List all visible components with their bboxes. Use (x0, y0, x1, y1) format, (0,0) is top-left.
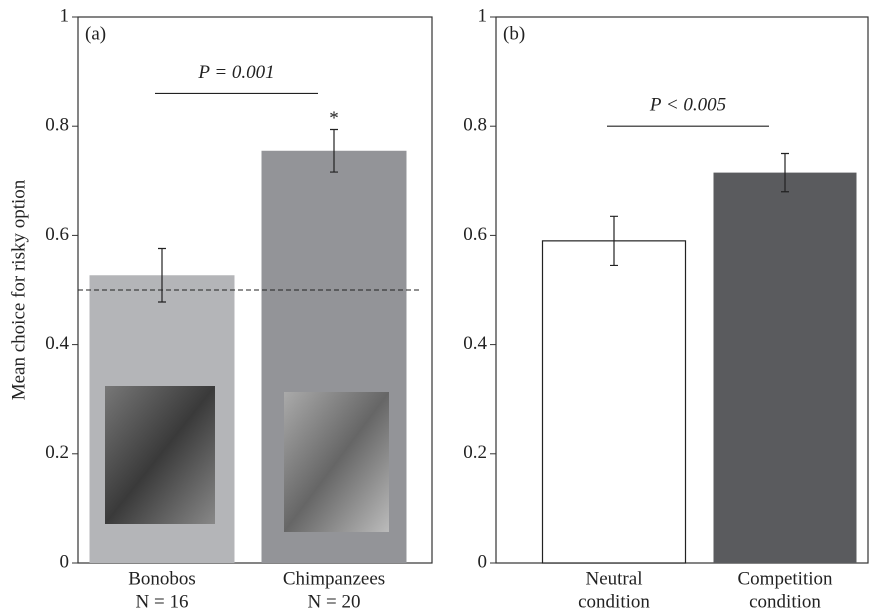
bar (541, 240, 687, 564)
y-tick-label: 0.4 (45, 333, 69, 354)
y-tick-label: 0 (478, 551, 488, 572)
significance-label: P = 0.001 (197, 62, 274, 83)
y-tick-label: 1 (478, 5, 488, 26)
y-tick-label: 0.6 (45, 224, 69, 245)
y-tick-label: 0.4 (463, 333, 487, 354)
x-tick-label: Neutral (586, 568, 643, 589)
x-tick-label: Chimpanzees (283, 568, 385, 589)
x-tick-label: Bonobos (128, 568, 196, 589)
significance-label: P < 0.005 (649, 95, 726, 116)
error-bar (330, 128, 338, 173)
significance-marker: * (329, 108, 339, 129)
error-bar (610, 215, 618, 267)
photo-bonobo (105, 386, 215, 524)
y-tick-label: 0 (60, 551, 70, 572)
x-tick-sublabel: condition (749, 591, 821, 612)
panel-label: (b) (503, 23, 525, 44)
y-tick-label: 1 (60, 5, 70, 26)
y-tick-label: 0.8 (45, 115, 69, 136)
x-tick-label: Competition (738, 568, 834, 589)
x-tick-sublabel: N = 20 (308, 591, 361, 612)
panel-label: (a) (85, 23, 106, 44)
error-bar (158, 247, 166, 303)
error-bar (781, 152, 789, 193)
y-axis-label: Mean choice for risky option (8, 179, 29, 400)
y-tick-label: 0.2 (463, 442, 487, 463)
x-tick-sublabel: condition (578, 591, 650, 612)
bar (713, 172, 857, 564)
y-tick-label: 0.2 (45, 442, 69, 463)
photo-chimpanzee (284, 392, 389, 532)
y-tick-label: 0.8 (463, 115, 487, 136)
x-tick-sublabel: N = 16 (136, 591, 189, 612)
y-tick-label: 0.6 (463, 224, 487, 245)
